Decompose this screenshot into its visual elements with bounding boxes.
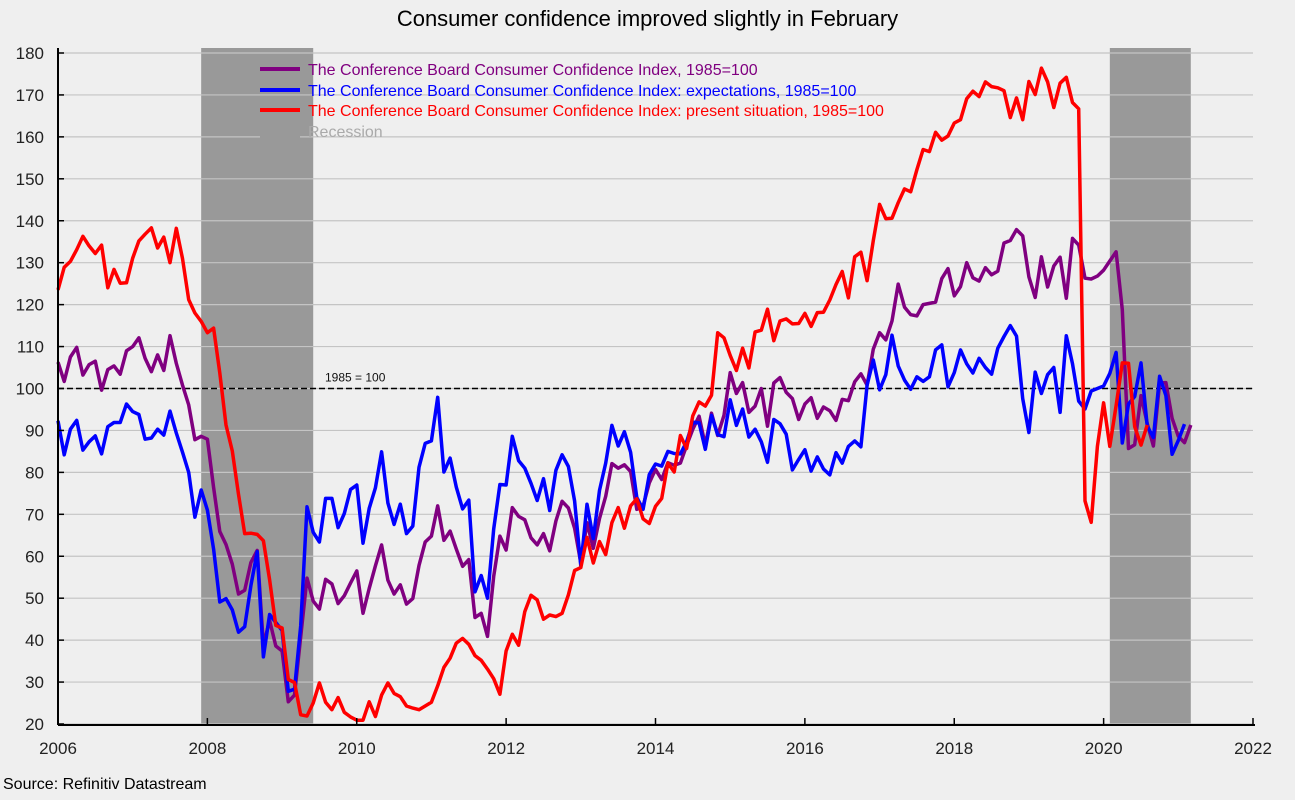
- legend-swatch-recession: [260, 124, 300, 138]
- legend-label-expectations: The Conference Board Consumer Confidence…: [308, 83, 856, 100]
- y-tick-label-50: 50: [25, 589, 44, 608]
- legend-label-present-situation: The Conference Board Consumer Confidence…: [308, 103, 884, 120]
- legend-item-expectations: The Conference Board Consumer Confidence…: [260, 83, 856, 100]
- recession-band-1: [201, 48, 314, 724]
- x-tick-label-2022: 2022: [1234, 739, 1272, 758]
- series-lines: [56, 66, 1193, 722]
- reference-line-label: 1985 = 100: [325, 371, 386, 385]
- y-tick-label-150: 150: [16, 170, 44, 189]
- source-note: Source: Refinitiv Datastream: [3, 776, 207, 793]
- x-tick-label-2016: 2016: [786, 739, 824, 758]
- y-tick-label-160: 160: [16, 128, 44, 147]
- recession-band-2: [1109, 48, 1191, 724]
- legend-item-present-situation: The Conference Board Consumer Confidence…: [260, 103, 884, 120]
- recession-bands: [201, 48, 1191, 724]
- series-expectations: [56, 323, 1187, 694]
- reference-line-group: 1985 = 100: [58, 371, 1253, 390]
- x-tick-label-2012: 2012: [487, 739, 525, 758]
- y-tick-label-180: 180: [16, 44, 44, 63]
- x-tick-label-2018: 2018: [935, 739, 973, 758]
- y-tick-label-40: 40: [25, 631, 44, 650]
- legend-label-total: The Conference Board Consumer Confidence…: [308, 62, 758, 79]
- y-tick-label-140: 140: [16, 212, 44, 231]
- x-tick-label-2008: 2008: [188, 739, 226, 758]
- x-tick-label-2010: 2010: [338, 739, 376, 758]
- legend-label-recession: Recession: [308, 124, 383, 141]
- y-tick-label-90: 90: [25, 421, 44, 440]
- series-total-index: [56, 227, 1193, 704]
- y-tick-label-30: 30: [25, 673, 44, 692]
- y-tick-label-130: 130: [16, 254, 44, 273]
- y-tick-label-60: 60: [25, 547, 44, 566]
- chart-title: Consumer confidence improved slightly in…: [396, 6, 899, 31]
- y-tick-label-120: 120: [16, 296, 44, 315]
- axes: 20 30 40 50 60 70 80 90 100 110 120 130 140 150 160 170…: [16, 44, 1272, 758]
- y-tick-label-100: 100: [16, 380, 44, 399]
- y-tick-label-80: 80: [25, 463, 44, 482]
- y-tick-label-170: 170: [16, 86, 44, 105]
- legend-item-total: The Conference Board Consumer Confidence…: [260, 62, 758, 79]
- y-tick-label-70: 70: [25, 505, 44, 524]
- y-tick-label-20: 20: [25, 715, 44, 734]
- x-tick-label-2006: 2006: [39, 739, 77, 758]
- series-present-situation: [56, 66, 1149, 722]
- x-tick-label-2014: 2014: [637, 739, 675, 758]
- legend-item-recession: Recession: [260, 124, 383, 141]
- legend: The Conference Board Consumer Confidence…: [260, 62, 884, 141]
- x-tick-label-2020: 2020: [1085, 739, 1123, 758]
- y-tick-label-110: 110: [17, 338, 44, 357]
